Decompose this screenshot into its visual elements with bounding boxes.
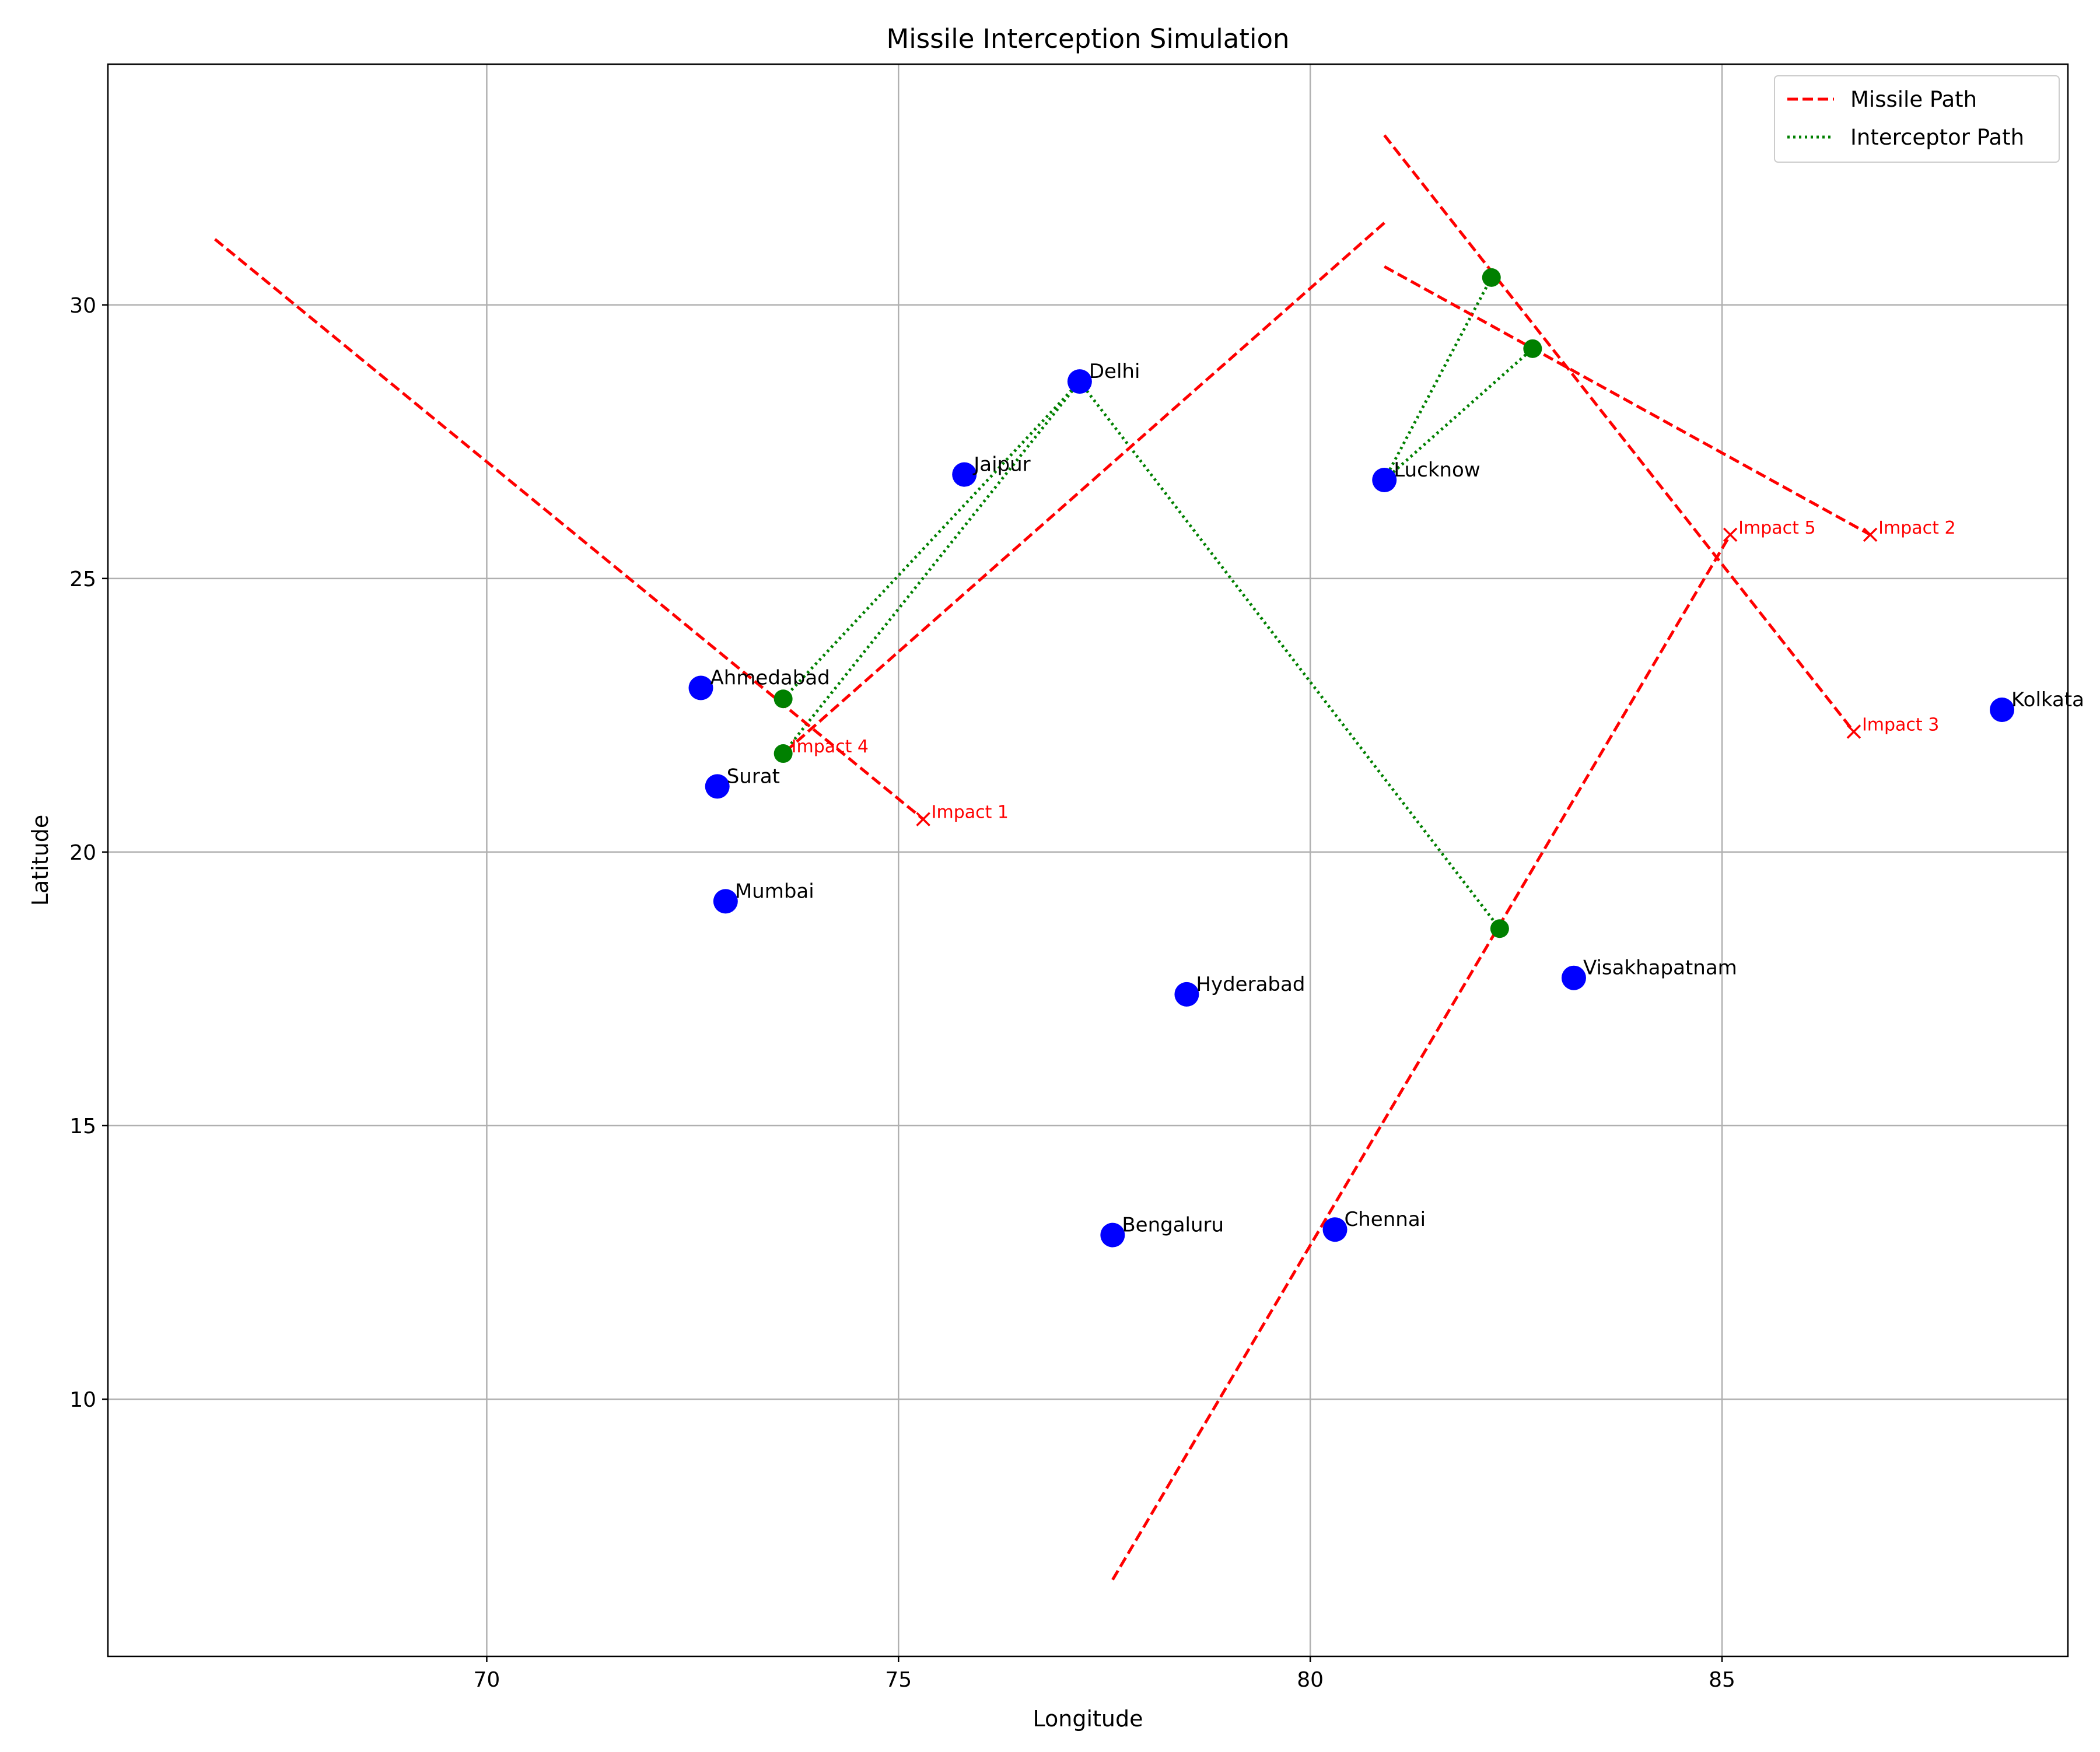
legend: Missile Path Interceptor Path (1774, 75, 2060, 163)
city-marker (713, 889, 738, 914)
tick-layer: 70 75 80 85 10 15 20 25 30 (69, 294, 1735, 1692)
interceptor-layer (782, 276, 1534, 930)
city-label: Surat (727, 765, 780, 788)
intercept-point-layer (774, 268, 1542, 938)
intercept-point (774, 744, 793, 763)
intercept-point (1523, 339, 1542, 358)
missile-path (214, 238, 925, 821)
city-marker (1372, 467, 1397, 492)
legend-box (1774, 75, 2060, 163)
y-tick-label: 25 (69, 567, 96, 591)
city-layer (688, 369, 2015, 1248)
city-marker (952, 462, 977, 487)
city-marker (1322, 1217, 1348, 1242)
city-marker (688, 675, 713, 700)
impact-label: Impact 1 (932, 803, 1009, 823)
city-label: Ahmedabad (710, 666, 830, 689)
city-label: Delhi (1089, 360, 1140, 383)
interceptor-path (1383, 347, 1534, 481)
city-marker (1174, 982, 1199, 1007)
city-marker (1990, 698, 2015, 723)
legend-interceptor-label: Interceptor Path (1850, 125, 2024, 150)
intercept-point (1482, 268, 1501, 287)
city-marker (705, 774, 730, 799)
x-tick-label: 75 (885, 1668, 912, 1692)
interceptor-path (1078, 380, 1501, 930)
city-label: Jaipur (972, 453, 1030, 476)
city-label: Visakhapatnam (1583, 956, 1737, 980)
impact-label: Impact 4 (792, 737, 869, 757)
city-label: Mumbai (735, 879, 814, 903)
city-label: Bengaluru (1122, 1214, 1224, 1237)
y-tick-label: 10 (69, 1388, 96, 1412)
missile-path (782, 222, 1385, 755)
x-tick-label: 70 (474, 1668, 501, 1692)
y-tick-label: 30 (69, 294, 96, 318)
x-axis-label: Longitude (1033, 1706, 1143, 1732)
impact-marker (916, 812, 930, 826)
missile-layer (214, 134, 1871, 1581)
intercept-point (1490, 919, 1509, 938)
x-tick-label: 80 (1297, 1668, 1324, 1692)
label-layer: Impact 1 Impact 2 Impact 3 Impact 4 Impact 5… (710, 360, 2084, 1237)
y-tick-label: 20 (69, 841, 96, 865)
chart-title: Missile Interception Simulation (886, 23, 1289, 54)
grid-layer (108, 64, 2068, 1656)
x-tick-label: 85 (1709, 1668, 1735, 1692)
plot-frame (107, 63, 2069, 1658)
y-axis-label: Latitude (27, 815, 53, 906)
impact-label: Impact 5 (1738, 518, 1815, 538)
city-marker (1561, 965, 1586, 990)
interceptor-path (782, 380, 1081, 700)
impact-marker (1863, 527, 1878, 542)
impact-label: Impact 3 (1862, 715, 1939, 735)
city-marker (1100, 1222, 1125, 1248)
legend-missile-label: Missile Path (1850, 87, 1977, 112)
missile-path (1384, 265, 1871, 536)
missile-path (1111, 534, 1732, 1581)
impact-marker (1723, 527, 1738, 542)
city-label: Hyderabad (1196, 973, 1305, 996)
city-label: Kolkata (2011, 688, 2084, 712)
city-label: Chennai (1345, 1208, 1426, 1231)
intercept-point (774, 689, 793, 709)
city-label: Lucknow (1394, 458, 1480, 482)
y-tick-label: 15 (69, 1115, 96, 1138)
impact-marker (1846, 724, 1861, 739)
impact-label: Impact 2 (1878, 518, 1955, 538)
city-marker (1067, 369, 1092, 394)
missile-path (1383, 134, 1855, 733)
